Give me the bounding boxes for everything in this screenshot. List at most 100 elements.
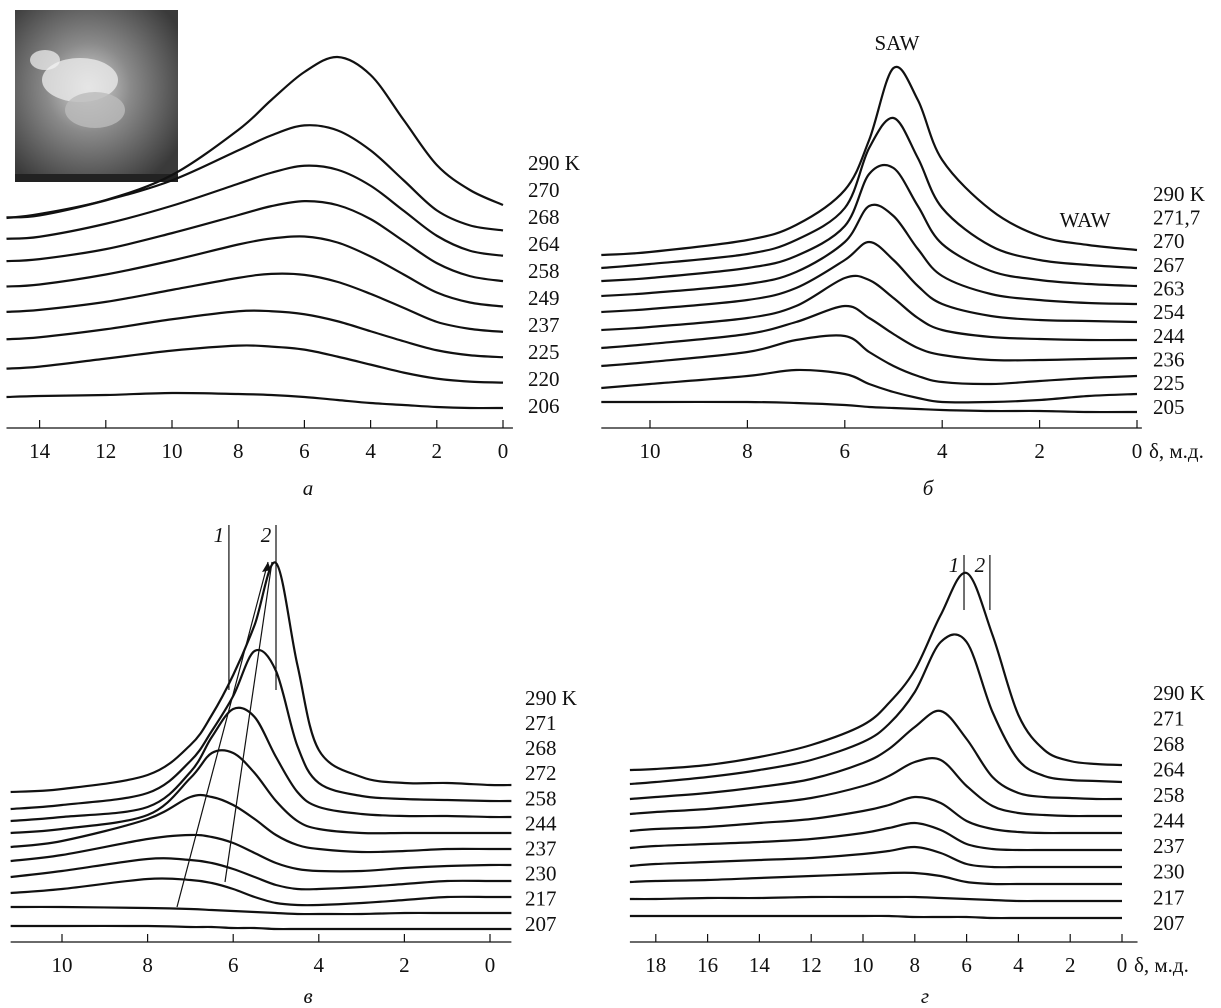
spectrum [601, 368, 1138, 404]
temperature-label: 205 [1153, 395, 1185, 419]
spectrum [6, 309, 504, 359]
x-tick-label: 6 [961, 953, 972, 977]
temperature-label: 206 [528, 394, 560, 418]
spectrum [10, 857, 512, 891]
x-tick-label: 6 [299, 439, 310, 463]
temperature-label: 268 [528, 205, 560, 229]
temperature-label: 225 [1153, 371, 1185, 395]
spectrum [629, 914, 1122, 920]
spectrum [601, 203, 1138, 306]
panel-label: а [303, 476, 314, 500]
temperature-label: 258 [1153, 783, 1185, 807]
x-tick-label: 12 [801, 953, 822, 977]
panel-label: в [303, 984, 312, 1008]
temperature-label: 268 [525, 736, 557, 760]
x-tick-label: 4 [365, 439, 376, 463]
spectrum [601, 304, 1138, 362]
spectrum [601, 274, 1138, 342]
x-tick-label: 4 [1013, 953, 1024, 977]
x-tick-label: 6 [228, 953, 239, 977]
temperature-label: 263 [1153, 276, 1185, 300]
spectrum [629, 895, 1122, 903]
spectrum [6, 272, 504, 333]
spectrum [6, 200, 504, 283]
temperature-label: 267 [1153, 253, 1185, 277]
x-tick-label: 14 [749, 953, 771, 977]
x-tick-label: 10 [853, 953, 874, 977]
spectrum [10, 877, 512, 907]
temperature-label: 237 [1153, 834, 1185, 858]
x-tick-label: 4 [314, 953, 325, 977]
temperature-label: 264 [1153, 757, 1185, 781]
x-tick-label: 8 [910, 953, 921, 977]
x-tick-label: 2 [1034, 439, 1045, 463]
x-tick-label: 6 [840, 439, 851, 463]
temperature-label: 225 [528, 340, 560, 364]
temperature-label: 254 [1153, 300, 1185, 324]
spectrum [601, 240, 1138, 324]
spectrum [629, 845, 1122, 869]
temperature-label: 217 [1153, 885, 1185, 909]
temperature-label: 244 [1153, 324, 1185, 348]
spectrum [601, 65, 1138, 257]
spectrum [629, 757, 1122, 818]
x-tick-label: 10 [640, 439, 661, 463]
spectrum [10, 561, 512, 794]
x-tick-label: 0 [1132, 439, 1143, 463]
spectrum [629, 571, 1123, 772]
temperature-label: 271,7 [1153, 205, 1200, 229]
x-tick-label: 0 [485, 953, 496, 977]
x-tick-label: 8 [742, 439, 753, 463]
spectrum [10, 833, 512, 873]
temperature-label: 244 [525, 811, 557, 835]
annotation: WAW [1060, 208, 1111, 232]
x-tick-label: 2 [432, 439, 443, 463]
temperature-label: 244 [1153, 809, 1185, 833]
x-tick-label: 0 [498, 439, 509, 463]
x-axis-label: δ, м.д. [1149, 439, 1204, 463]
temperature-label: 220 [528, 367, 560, 391]
temperature-label: 270 [528, 178, 560, 202]
x-tick-label: 2 [399, 953, 410, 977]
temperature-label: 230 [1153, 860, 1185, 884]
x-axis-label: δ, м.д. [1134, 953, 1189, 977]
spectrum [10, 924, 512, 931]
spectrum [601, 116, 1138, 270]
temperature-label: 236 [1153, 347, 1185, 371]
temperature-label: 207 [525, 912, 557, 936]
spectrum [6, 391, 504, 410]
spectrum [6, 124, 504, 232]
sem-inset [15, 10, 178, 182]
marker-label: 1 [214, 523, 225, 547]
spectrum [629, 795, 1122, 835]
x-tick-label: 14 [29, 439, 51, 463]
x-tick-label: 2 [1065, 953, 1076, 977]
temperature-label: 217 [525, 887, 557, 911]
spectrum [10, 706, 512, 823]
panel-label: б [923, 476, 935, 500]
spectrum [629, 871, 1122, 886]
spectrum [6, 344, 504, 384]
temperature-label: 272 [525, 761, 557, 785]
spectrum [601, 334, 1138, 386]
temperature-label: 270 [1153, 229, 1185, 253]
x-tick-label: 18 [645, 953, 666, 977]
spectrum [10, 905, 512, 916]
x-tick-label: 0 [1117, 953, 1128, 977]
panel-label: г [921, 984, 929, 1008]
x-tick-label: 12 [95, 439, 116, 463]
x-tick-label: 10 [52, 953, 73, 977]
temperature-label: 271 [525, 711, 557, 735]
temperature-label: 268 [1153, 732, 1185, 756]
temperature-label: 237 [525, 836, 557, 860]
marker-label: 2 [261, 523, 272, 547]
spectrum [10, 793, 512, 854]
temperature-label: 249 [528, 286, 560, 310]
temperature-label: 271 [1153, 706, 1185, 730]
spectrum [6, 164, 504, 257]
temperature-label: 207 [1153, 911, 1185, 935]
x-tick-label: 8 [233, 439, 244, 463]
temperature-label: 290 K [1153, 182, 1205, 206]
spectrum [629, 821, 1122, 852]
